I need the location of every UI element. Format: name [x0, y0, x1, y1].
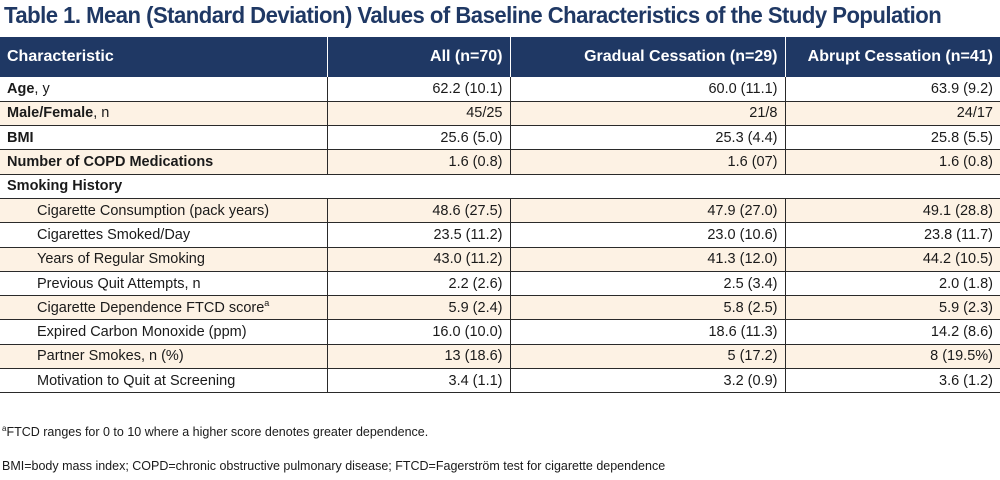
- cell-all: 2.2 (2.6): [327, 271, 511, 297]
- row-label: Partner Smokes, n (%): [0, 344, 328, 370]
- row-label-text: Cigarette Dependence FTCD score: [37, 299, 265, 316]
- table-header-row: Characteristic All (n=70) Gradual Cessat…: [0, 37, 1000, 77]
- cell-all: 3.4 (1.1): [327, 368, 511, 394]
- cell-gradual: 41.3 (12.0): [510, 247, 786, 272]
- row-label: Expired Carbon Monoxide (ppm): [0, 319, 328, 345]
- row-label: BMI: [0, 125, 328, 151]
- cell-abrupt: 2.0 (1.8): [785, 271, 1000, 297]
- row-label-text: Male/Female: [7, 105, 94, 122]
- baseline-characteristics-table: Characteristic All (n=70) Gradual Cessat…: [0, 37, 1000, 394]
- table-row-years-smoking: Years of Regular Smoking 43.0 (11.2) 41.…: [0, 247, 1000, 272]
- section-label: Smoking History: [0, 174, 1000, 199]
- table-row-motivation: Motivation to Quit at Screening 3.4 (1.1…: [0, 368, 1000, 394]
- header-abrupt: Abrupt Cessation (n=41): [807, 48, 993, 65]
- row-label: Years of Regular Smoking: [0, 247, 328, 272]
- table-row-quit-attempts: Previous Quit Attempts, n 2.2 (2.6) 2.5 …: [0, 271, 1000, 297]
- row-label: Cigarette Consumption (pack years): [0, 198, 328, 224]
- row-label-unit: , n: [93, 105, 110, 122]
- footnote-text: FTCD ranges for 0 to 10 where a higher s…: [6, 425, 429, 440]
- row-label-text: Age: [7, 80, 35, 97]
- cell-abrupt: 24/17: [785, 101, 1000, 127]
- cell-gradual: 5.8 (2.5): [510, 295, 786, 321]
- table-row-age: Age, y 62.2 (10.1) 60.0 (11.1) 63.9 (9.2…: [0, 77, 1000, 102]
- table-row-cigarettes-per-day: Cigarettes Smoked/Day 23.5 (11.2) 23.0 (…: [0, 222, 1000, 248]
- cell-all: 25.6 (5.0): [327, 125, 511, 151]
- cell-all: 1.6 (0.8): [327, 149, 511, 175]
- table-row-ftcd-score: Cigarette Dependence FTCD scorea 5.9 (2.…: [0, 295, 1000, 321]
- cell-gradual: 2.5 (3.4): [510, 271, 786, 297]
- table-row-bmi: BMI 25.6 (5.0) 25.3 (4.4) 25.8 (5.5): [0, 125, 1000, 151]
- table-row-copd-medications: Number of COPD Medications 1.6 (0.8) 1.6…: [0, 149, 1000, 175]
- cell-all: 23.5 (11.2): [327, 222, 511, 248]
- table-row-partner-smokes: Partner Smokes, n (%) 13 (18.6) 5 (17.2)…: [0, 344, 1000, 370]
- cell-all: 13 (18.6): [327, 344, 511, 370]
- cell-all: 43.0 (11.2): [327, 247, 511, 272]
- cell-abrupt: 1.6 (0.8): [785, 149, 1000, 175]
- cell-gradual: 47.9 (27.0): [510, 198, 786, 224]
- table-section-smoking-history: Smoking History: [0, 174, 1000, 199]
- footnote-marker: a: [2, 424, 7, 433]
- row-label: Motivation to Quit at Screening: [0, 368, 328, 394]
- header-gradual: Gradual Cessation (n=29): [510, 37, 786, 77]
- cell-abrupt: 25.8 (5.5): [785, 125, 1000, 151]
- cell-all: 45/25: [327, 101, 511, 127]
- cell-abrupt: 3.6 (1.2): [785, 368, 1000, 394]
- header-all: All (n=70): [327, 37, 511, 77]
- table-row-pack-years: Cigarette Consumption (pack years) 48.6 …: [0, 198, 1000, 224]
- cell-abrupt: 44.2 (10.5): [785, 247, 1000, 272]
- cell-abrupt: 8 (19.5%): [785, 344, 1000, 370]
- cell-abrupt: 49.1 (28.8): [785, 198, 1000, 224]
- cell-gradual: 25.3 (4.4): [510, 125, 786, 151]
- cell-all: 62.2 (10.1): [327, 77, 511, 102]
- cell-all: 5.9 (2.4): [327, 295, 511, 321]
- table-row-carbon-monoxide: Expired Carbon Monoxide (ppm) 16.0 (10.0…: [0, 319, 1000, 345]
- row-label: Male/Female, n: [0, 101, 328, 127]
- table-row-sex: Male/Female, n 45/25 21/8 24/17: [0, 101, 1000, 127]
- cell-gradual: 23.0 (10.6): [510, 222, 786, 248]
- cell-gradual: 5 (17.2): [510, 344, 786, 370]
- row-label: Cigarettes Smoked/Day: [0, 222, 328, 248]
- cell-gradual: 1.6 (07): [510, 149, 786, 175]
- row-label: Cigarette Dependence FTCD scorea: [0, 295, 328, 321]
- cell-all: 16.0 (10.0): [327, 319, 511, 345]
- row-label: Number of COPD Medications: [0, 149, 328, 175]
- cell-gradual: 60.0 (11.1): [510, 77, 786, 102]
- row-label: Age, y: [0, 77, 328, 102]
- cell-gradual: 3.2 (0.9): [510, 368, 786, 394]
- cell-gradual: 18.6 (11.3): [510, 319, 786, 345]
- table-title: Table 1. Mean (Standard Deviation) Value…: [4, 2, 942, 28]
- cell-abrupt: 5.9 (2.3): [785, 295, 1000, 321]
- header-characteristic: Characteristic: [0, 37, 328, 77]
- footnote-abbreviations: BMI=body mass index; COPD=chronic obstru…: [2, 459, 666, 473]
- footnote-ftcd: aFTCD ranges for 0 to 10 where a higher …: [2, 424, 428, 439]
- cell-all: 48.6 (27.5): [327, 198, 511, 224]
- cell-abrupt: 23.8 (11.7): [785, 222, 1000, 248]
- footnote-marker: a: [264, 297, 270, 308]
- cell-abrupt: 63.9 (9.2): [785, 77, 1000, 102]
- row-label: Previous Quit Attempts, n: [0, 271, 328, 297]
- row-label-unit: , y: [34, 80, 50, 97]
- cell-abrupt: 14.2 (8.6): [785, 319, 1000, 345]
- cell-gradual: 21/8: [510, 101, 786, 127]
